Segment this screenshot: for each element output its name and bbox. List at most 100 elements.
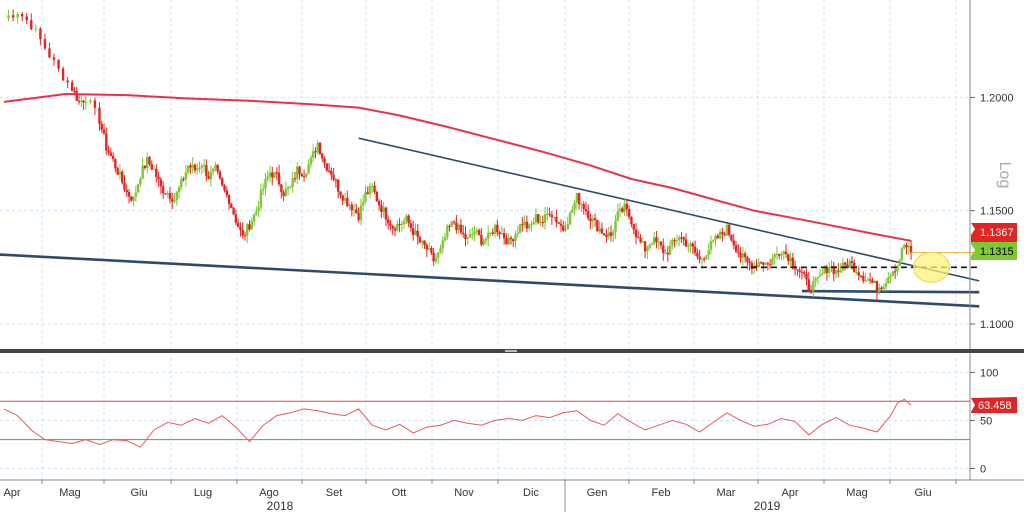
candle-body bbox=[412, 228, 415, 235]
candle-body bbox=[159, 179, 163, 187]
candle-body bbox=[152, 168, 156, 170]
candle-body bbox=[384, 207, 388, 220]
candle-body bbox=[762, 262, 765, 265]
price-tick-label: 1.1500 bbox=[980, 206, 1014, 218]
x-tick-label: Lug bbox=[194, 487, 212, 499]
candle-body bbox=[161, 186, 165, 194]
rsi-tick-label: 100 bbox=[980, 367, 998, 379]
candle-body bbox=[148, 156, 151, 165]
candle-body bbox=[477, 230, 481, 235]
candle-body bbox=[743, 253, 747, 258]
trend-line bbox=[358, 137, 980, 282]
candle-body bbox=[355, 209, 358, 214]
candle-body bbox=[680, 237, 683, 239]
candle-body bbox=[430, 248, 433, 253]
candle-body bbox=[241, 229, 244, 236]
last-price-label: 1.1315 bbox=[980, 246, 1014, 258]
candle-body bbox=[218, 171, 222, 179]
rsi-value-tag: 63.458 bbox=[971, 397, 1017, 413]
candle-body bbox=[637, 237, 640, 239]
candle-body bbox=[168, 193, 172, 199]
candle-body bbox=[409, 223, 413, 229]
candle-body bbox=[855, 272, 858, 274]
x-tick-label: Dic bbox=[523, 487, 539, 499]
candle-body bbox=[541, 222, 544, 224]
candle-body bbox=[280, 184, 283, 193]
candle-body bbox=[350, 204, 354, 211]
candle-body bbox=[523, 221, 526, 225]
candle-body bbox=[878, 287, 881, 292]
candle-body bbox=[723, 233, 726, 236]
candle-body bbox=[716, 235, 720, 239]
candle-body bbox=[850, 260, 854, 263]
candle-body bbox=[402, 220, 406, 225]
candle-body bbox=[155, 168, 158, 177]
candle-body bbox=[52, 57, 56, 60]
candle-body bbox=[857, 272, 860, 276]
candle-body bbox=[727, 224, 731, 235]
candle-body bbox=[652, 237, 656, 244]
candle-body bbox=[452, 221, 456, 223]
candle-body bbox=[518, 224, 522, 233]
candle-body bbox=[630, 216, 633, 224]
candle-body bbox=[230, 204, 233, 208]
candle-body bbox=[239, 226, 242, 230]
candle-body bbox=[7, 15, 10, 19]
candle-body bbox=[359, 205, 363, 221]
candle-body bbox=[339, 191, 342, 196]
candle-body bbox=[98, 107, 101, 124]
candle-body bbox=[400, 224, 404, 226]
candle-body bbox=[625, 203, 629, 210]
candle-body bbox=[580, 204, 583, 206]
candle-body bbox=[512, 239, 515, 242]
candle-body bbox=[764, 263, 767, 265]
candle-body bbox=[227, 195, 231, 205]
candle-body bbox=[903, 245, 906, 249]
candle-body bbox=[696, 252, 699, 257]
candle-body bbox=[562, 225, 565, 231]
highlight-circle bbox=[913, 251, 951, 283]
candle-body bbox=[568, 212, 572, 225]
candle-body bbox=[714, 235, 717, 240]
candle-body bbox=[825, 266, 829, 273]
candle-body bbox=[439, 248, 442, 253]
candle-body bbox=[718, 231, 722, 239]
candle-body bbox=[780, 254, 783, 256]
candle-body bbox=[198, 167, 201, 169]
candle-body bbox=[730, 234, 733, 241]
candle-body bbox=[677, 237, 681, 241]
candle-body bbox=[443, 237, 447, 241]
candle-body bbox=[564, 229, 567, 231]
candle-body bbox=[150, 164, 153, 170]
candle-body bbox=[612, 231, 615, 236]
candle-body bbox=[846, 264, 849, 268]
candle-body bbox=[191, 164, 194, 168]
candle-body bbox=[368, 185, 372, 195]
candle-body bbox=[271, 172, 274, 178]
candle-body bbox=[296, 166, 299, 179]
x-tick-label: Set bbox=[326, 487, 343, 499]
candle-body bbox=[386, 219, 390, 224]
candle-body bbox=[457, 224, 460, 231]
candle-body bbox=[691, 243, 695, 247]
candle-body bbox=[250, 221, 253, 230]
candle-body bbox=[348, 204, 351, 206]
candle-body bbox=[114, 159, 117, 169]
candle-body bbox=[202, 165, 206, 167]
candle-body bbox=[48, 48, 51, 58]
candle-body bbox=[700, 258, 704, 260]
candle-body bbox=[216, 165, 219, 172]
trend-line bbox=[0, 253, 980, 308]
price-overlays bbox=[3, 92, 980, 283]
candle-body bbox=[702, 258, 706, 260]
candle-body bbox=[698, 256, 701, 260]
candle-body bbox=[100, 123, 103, 130]
price-candles bbox=[0, 9, 980, 308]
candle-body bbox=[875, 280, 879, 292]
candle-body bbox=[623, 203, 626, 212]
candle-body bbox=[887, 277, 890, 283]
candle-body bbox=[662, 245, 665, 253]
candle-body bbox=[687, 245, 690, 247]
candle-body bbox=[818, 274, 822, 277]
